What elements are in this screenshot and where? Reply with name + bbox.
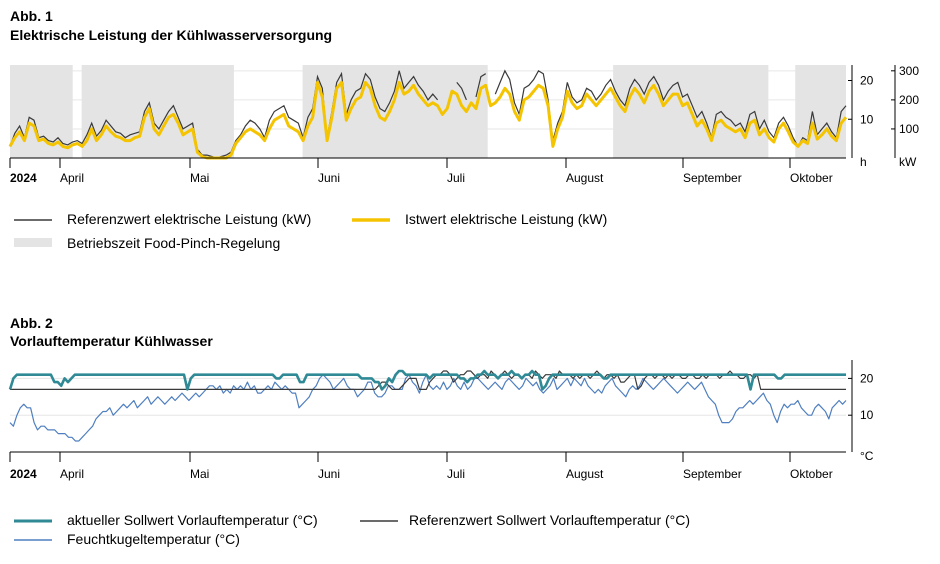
chart1-y-outer-tick-label-1: 200 (899, 93, 919, 107)
legend-ref-label: Referenzwert elektrische Leistung (kW) (67, 211, 312, 227)
chart2-series-ref-line (10, 370, 846, 390)
chart2-x-tick-label-2: Mai (190, 467, 209, 481)
chart1-x-tick-label-2: Mai (190, 171, 209, 185)
legend-feucht-swatch (14, 539, 52, 541)
chart2-x-tick-label-0: 2024 (10, 467, 37, 481)
chart1-series-ref-line (9, 69, 847, 159)
legend-soll-label: aktueller Sollwert Vorlauftemperatur (°C… (67, 512, 318, 528)
chart1-band-4 (795, 65, 846, 158)
chart1-x-tick-label-3: Juni (318, 171, 340, 185)
chart1-x-tick-label-5: August (566, 171, 604, 185)
chart1-y-outer-unit: kW (899, 155, 917, 169)
legend-ref-swatch (14, 219, 52, 221)
chart1-y-inner-tick-label-0: 10 (860, 112, 874, 126)
chart2-x-tick-label-3: Juni (318, 467, 340, 481)
chart1-x-tick-label-7: Oktober (790, 171, 833, 185)
chart2-x-tick-label-7: Oktober (790, 467, 833, 481)
legend-band-label: Betriebszeit Food-Pinch-Regelung (67, 235, 281, 251)
chart1-y-inner-unit: h (860, 155, 867, 169)
chart2-series-soll-line (8, 369, 846, 391)
chart1-legend: Referenzwert elektrische Leistung (kW) I… (14, 211, 634, 259)
chart2-x-tick-label-4: Juli (447, 467, 465, 481)
chart2-series-feucht-line (9, 374, 847, 442)
chart1-plot: 2024 April Mai Juni Juli August September Oktob… (8, 64, 919, 185)
legend-ist-label: Istwert elektrische Leistung (kW) (405, 211, 608, 227)
chart1-y-outer-tick-label-2: 300 (899, 64, 919, 78)
chart2-y-tick-label-1: 20 (860, 371, 874, 385)
legend-band-swatch (14, 238, 52, 247)
figure1-title: Elektrische Leistung der Kühlwasserverso… (10, 27, 333, 43)
chart2-x-tick-label-5: August (566, 467, 604, 481)
chart2-legend: aktueller Sollwert Vorlauftemperatur (°C… (14, 512, 734, 552)
chart1-band-1 (81, 65, 234, 158)
chart2-x-tick-label-6: September (683, 467, 742, 481)
figure1-label: Abb. 1 (10, 8, 53, 24)
figure2-title: Vorlauftemperatur Kühlwasser (10, 333, 213, 349)
chart2-y-unit: °C (860, 449, 874, 463)
chart1-x-tick-label-1: April (60, 171, 84, 185)
legend-feucht-label: Feuchtkugeltemperatur (°C) (67, 531, 240, 547)
chart2-x-tick-label-1: April (60, 467, 84, 481)
chart1-y-inner-tick-label-1: 20 (860, 74, 874, 88)
chart1-series-ist-line (8, 80, 848, 160)
chart1-band-2 (302, 65, 488, 158)
legend-refsoll-swatch (360, 520, 398, 522)
legend-refsoll-label: Referenzwert Sollwert Vorlauftemperatur … (409, 512, 691, 528)
chart1-x-tick-label-0: 2024 (10, 171, 37, 185)
legend-soll-swatch (14, 519, 52, 523)
figure2-label: Abb. 2 (10, 315, 53, 331)
chart1-x-tick-label-4: Juli (447, 171, 465, 185)
chart2-plot: 2024 April Mai Juni Juli August September Oktob… (8, 360, 874, 481)
chart2-y-tick-label-0: 10 (860, 408, 874, 422)
legend-ist-swatch (352, 218, 390, 222)
chart1-x-tick-label-6: September (683, 171, 742, 185)
chart1-y-outer-tick-label-0: 100 (899, 122, 919, 136)
